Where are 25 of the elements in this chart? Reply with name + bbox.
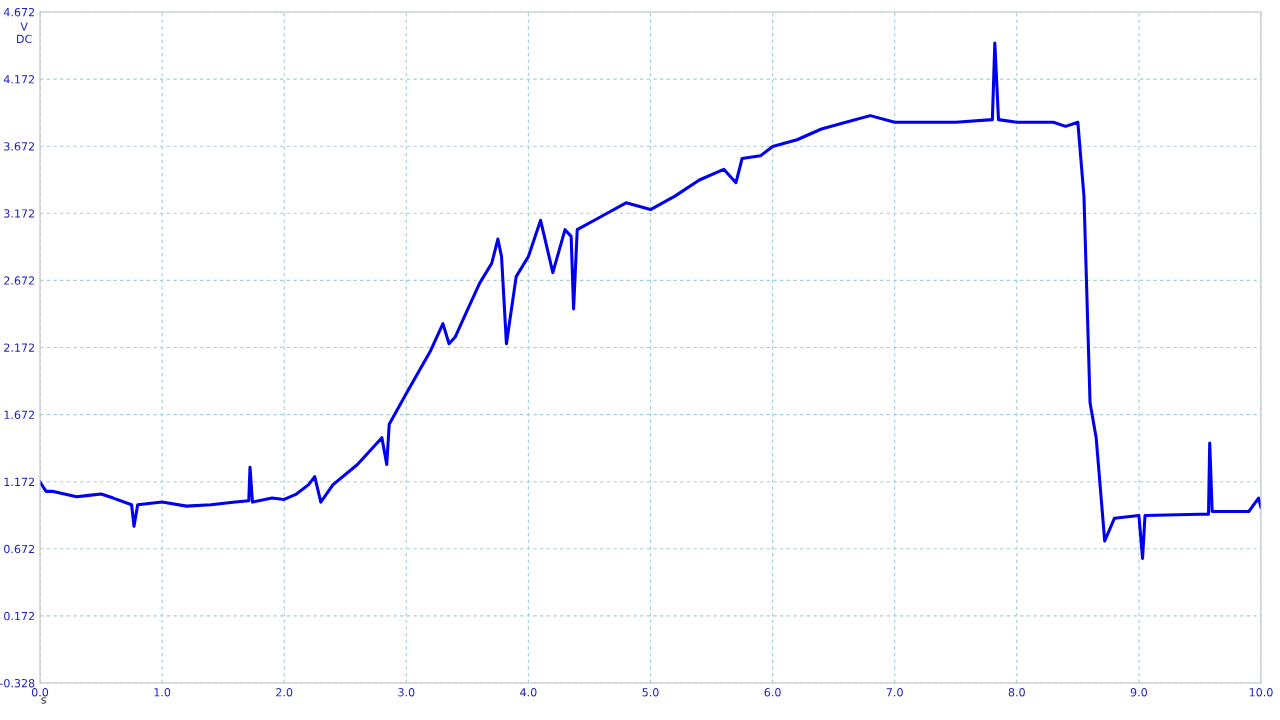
y-tick-label: 1.672: [4, 410, 35, 419]
x-axis-title: s: [41, 697, 47, 704]
x-tick-label: 5.0: [642, 688, 659, 697]
y-tick-label: 3.172: [4, 209, 35, 218]
x-tick-label: 1.0: [154, 688, 171, 697]
y-tick-label: 1.172: [4, 477, 35, 486]
y-tick-label: 3.672: [4, 142, 35, 151]
x-tick-label: 8.0: [1008, 688, 1025, 697]
y-tick-label: 0.172: [4, 611, 35, 621]
line-series: [40, 41, 1261, 560]
y-tick-label: 2.172: [4, 343, 35, 352]
y-tick-label: 0.672: [4, 544, 35, 554]
y-tick-label: 4.172: [3, 75, 35, 84]
x-tick-label: 0.0: [31, 688, 49, 697]
x-tick-label: 10.0: [1249, 688, 1273, 697]
y-tick-label: 2.672: [4, 276, 35, 285]
y-axis-title: V DC: [17, 22, 32, 44]
x-tick-label: 6.0: [764, 688, 781, 697]
x-tick-label: 7.0: [886, 688, 903, 697]
x-tick-label: 2.0: [276, 688, 293, 697]
y-tick-label: 4.672: [3, 7, 35, 17]
x-tick-label: 9.0: [1130, 688, 1147, 697]
x-tick-label: 4.0: [520, 688, 537, 697]
y-tick-label: -0.328: [0, 678, 35, 688]
x-tick-label: 3.0: [398, 688, 415, 697]
